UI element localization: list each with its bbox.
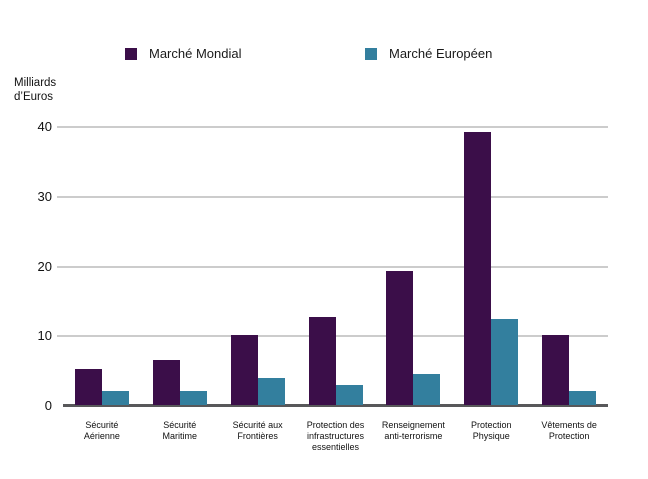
bar-group-2: [219, 127, 297, 405]
legend-label-marche-mondial: Marché Mondial: [149, 46, 242, 61]
x-axis-category-labels: Sécurité Aérienne Sécurité Maritime Sécuri…: [63, 420, 608, 453]
x-category-label-3: Protection des infrastructures essentiel…: [306, 420, 365, 452]
bar-mondial-1: [152, 359, 180, 405]
bar-europeen-3: [335, 385, 363, 405]
x-category-label-1: Sécurité Maritime: [162, 420, 198, 441]
bar-mondial-2: [230, 335, 258, 405]
bar-europeen-6: [569, 391, 597, 405]
x-category-label-5: Protection Physique: [470, 420, 512, 441]
y-tick-label-30: 30: [37, 188, 52, 204]
x-category-label-0: Sécurité Aérienne: [83, 420, 120, 441]
bar-group-4: [374, 127, 452, 405]
legend-item-marche-mondial: Marché Mondial: [125, 47, 242, 61]
bar-group-3: [297, 127, 375, 405]
gridline-20: [57, 265, 608, 268]
bar-mondial-3: [308, 317, 336, 405]
x-category-label-2: Sécurité aux Frontières: [232, 420, 283, 441]
y-tick-label-0: 0: [44, 398, 52, 413]
bar-mondial-0: [74, 368, 102, 405]
bar-group-5: [452, 127, 530, 405]
bar-europeen-0: [101, 391, 129, 405]
bar-europeen-1: [179, 391, 207, 405]
bar-mondial-4: [386, 271, 414, 405]
gridline-30: [57, 195, 608, 198]
bar-europeen-4: [413, 373, 441, 405]
gridline-40: [57, 126, 608, 128]
y-tick-label-10: 10: [37, 328, 52, 344]
y-axis-unit-label: Milliards d’Euros: [14, 77, 57, 103]
bar-europeen-5: [491, 319, 519, 405]
y-tick-label-20: 20: [37, 258, 52, 274]
x-category-label-6: Vêtements de Protection: [541, 420, 597, 441]
legend-swatch-marche-mondial: [125, 48, 137, 60]
bar-mondial-5: [464, 131, 492, 405]
bar-group-1: [141, 127, 219, 405]
x-axis-line: [63, 404, 608, 407]
bar-groups: [63, 127, 608, 405]
bar-group-6: [530, 127, 608, 405]
x-category-label-4: Renseignement anti-terrorisme: [381, 420, 445, 441]
y-tick-label-40: 40: [37, 119, 52, 134]
legend-swatch-marche-europeen: [365, 48, 377, 60]
bar-group-0: [63, 127, 141, 405]
bar-mondial-6: [542, 335, 570, 405]
bar-europeen-2: [257, 377, 285, 405]
legend-item-marche-europeen: Marché Européen: [365, 47, 492, 61]
plot-area: [57, 126, 608, 407]
legend-label-marche-europeen: Marché Européen: [389, 46, 493, 61]
